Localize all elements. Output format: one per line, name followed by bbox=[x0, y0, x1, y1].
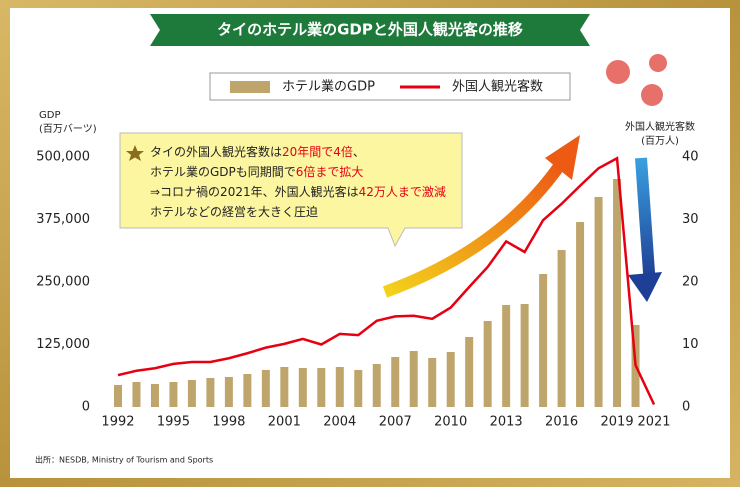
y2-tick-label: 30 bbox=[682, 212, 699, 227]
x-tick-label: 2004 bbox=[323, 415, 356, 430]
bar bbox=[502, 305, 511, 407]
y-tick-label: 125,000 bbox=[36, 337, 90, 352]
bar bbox=[539, 274, 548, 407]
drop-arrow bbox=[635, 157, 656, 279]
bar bbox=[613, 179, 622, 407]
bar bbox=[576, 222, 585, 407]
annotation-text: 42万人まで激減 bbox=[359, 184, 446, 199]
star bbox=[126, 145, 144, 161]
bar bbox=[391, 357, 400, 407]
bar bbox=[372, 364, 381, 407]
legend-label: ホテル業のGDP bbox=[282, 79, 375, 95]
bar bbox=[298, 368, 307, 407]
bar bbox=[243, 374, 252, 407]
bar bbox=[224, 377, 233, 407]
legend-label: 外国人観光客数 bbox=[452, 79, 543, 95]
virus-icons bbox=[606, 54, 667, 106]
x-tick-label: 1995 bbox=[157, 415, 190, 430]
bar bbox=[465, 337, 474, 407]
annotation-text: タイの外国人観光客数は bbox=[150, 144, 282, 159]
bar bbox=[428, 358, 437, 407]
annotation-text: 20年間で4倍 bbox=[282, 144, 353, 159]
annotation-text: 、 bbox=[353, 145, 365, 159]
bar bbox=[409, 351, 418, 407]
annotation-text: ⇒コロナ禍の2021年、外国人観光客は bbox=[150, 184, 359, 199]
bar bbox=[335, 367, 344, 407]
x-tick-label: 2001 bbox=[268, 415, 301, 430]
bar bbox=[557, 250, 566, 407]
bar bbox=[150, 384, 159, 407]
bar bbox=[206, 378, 215, 407]
line bbox=[117, 156, 656, 406]
bar bbox=[187, 380, 196, 407]
y-tick-label: 375,000 bbox=[36, 212, 90, 227]
x-tick-label: 2007 bbox=[379, 415, 412, 430]
bar bbox=[280, 367, 289, 407]
bar bbox=[483, 321, 492, 407]
bar bbox=[354, 370, 363, 407]
chart-title: タイのホテル業のGDPと外国人観光客の推移 bbox=[217, 21, 523, 39]
y2-tick-label: 20 bbox=[682, 275, 699, 290]
annotation: タイの外国人観光客数は20年間で4倍、 bbox=[150, 144, 365, 159]
x-tick-label: 2010 bbox=[434, 415, 467, 430]
y2-tick-label: 10 bbox=[682, 337, 699, 352]
arrow-head bbox=[545, 135, 580, 180]
legend-swatch bbox=[230, 81, 270, 93]
bar bbox=[261, 370, 270, 407]
arrow-head bbox=[628, 272, 662, 302]
x-tick-label: 2016 bbox=[545, 415, 578, 430]
annotation-text: ホテルなどの経営を大きく圧迫 bbox=[150, 205, 318, 219]
bar bbox=[594, 197, 603, 407]
annotation-text: 6倍まで拡大 bbox=[296, 164, 364, 179]
annotation: ホテル業のGDPも同期間で6倍まで拡大 bbox=[150, 164, 363, 179]
y-tick-label: 250,000 bbox=[36, 275, 90, 290]
bar bbox=[520, 304, 529, 407]
x-tick-label: 2021 bbox=[637, 415, 670, 430]
x-tick-label: 1998 bbox=[212, 415, 245, 430]
bar bbox=[446, 352, 455, 407]
callout bbox=[119, 132, 463, 248]
y-tick-label: 0 bbox=[82, 400, 90, 415]
legend-box bbox=[209, 72, 571, 101]
annotation-text: ホテル業のGDPも同期間で bbox=[150, 165, 296, 179]
y2-tick-label: 0 bbox=[682, 400, 690, 415]
x-tick-label: 1992 bbox=[101, 415, 134, 430]
y-tick-label: 500,000 bbox=[36, 150, 90, 165]
bar bbox=[113, 385, 122, 407]
bar bbox=[169, 382, 178, 407]
y2-tick-label: 40 bbox=[682, 150, 699, 165]
y-axis-label: (百万バーツ) bbox=[39, 123, 97, 135]
y2-axis-label: 外国人観光客数 bbox=[625, 120, 695, 133]
title-ribbon bbox=[150, 14, 590, 46]
x-tick-label: 2019 bbox=[601, 415, 634, 430]
bar bbox=[317, 368, 326, 407]
annotation: ホテルなどの経営を大きく圧迫 bbox=[150, 205, 318, 219]
bar bbox=[132, 382, 141, 407]
annotation: ⇒コロナ禍の2021年、外国人観光客は42万人まで激減 bbox=[150, 184, 446, 199]
y2-axis-label: (百万人) bbox=[641, 135, 679, 147]
x-tick-label: 2013 bbox=[490, 415, 523, 430]
y-axis-label: GDP bbox=[39, 110, 60, 121]
trend-arrow bbox=[382, 161, 565, 298]
source: 出所：NESDB, Ministry of Tourism and Sports bbox=[35, 455, 213, 465]
